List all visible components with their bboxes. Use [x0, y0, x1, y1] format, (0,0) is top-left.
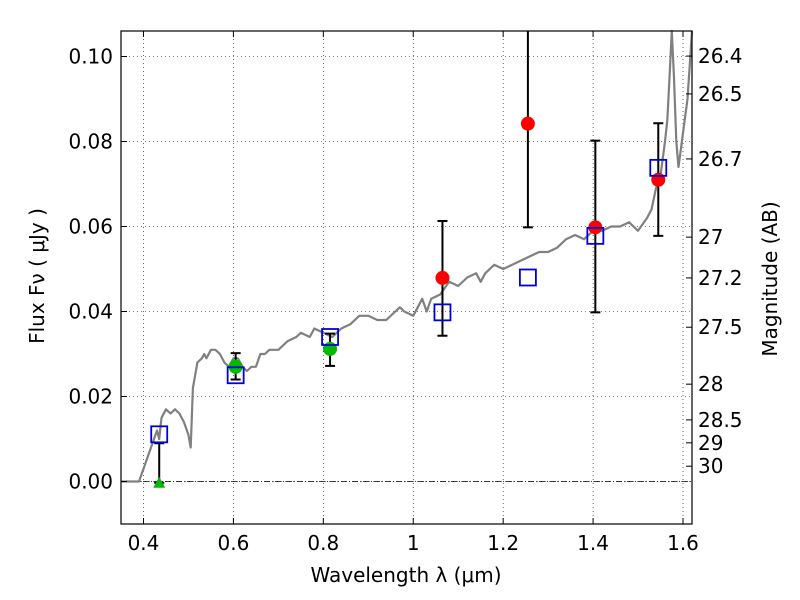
errorbar-layer: [154, 31, 664, 484]
x-tick-label: 0.8: [307, 531, 339, 555]
y-tick-label: 0.06: [68, 215, 113, 239]
marker-layer: [150, 116, 668, 488]
mag-tick-label: 27: [698, 225, 723, 249]
mag-tick-label: 29: [698, 431, 723, 455]
y-tick-label: 0.08: [68, 130, 113, 154]
y2-axis-label: Magnitude (AB): [758, 201, 782, 356]
mag-tick-label: 26.7: [698, 147, 743, 171]
tick-layer: 0.4 0.6 0.8 1 1.2 1.4 1.6 0.00 0.02 0.04 0.06 0.08 0…: [68, 31, 743, 555]
model-photometry-square: [586, 226, 605, 245]
model-photometry-square: [649, 158, 668, 177]
model-spectrum-line: [121, 29, 694, 483]
y-axis-label: Flux Fν ( μJy ): [25, 208, 49, 344]
model-photometry-square: [518, 268, 537, 287]
mag-tick-label: 27.5: [698, 315, 743, 339]
model-photometry-square: [321, 328, 339, 346]
observed-red-point: [520, 116, 535, 131]
mag-tick-label: 30: [698, 454, 723, 478]
mag-tick-label: 26.4: [698, 44, 743, 68]
y-tick-label: 0.00: [68, 470, 113, 494]
mag-tick-label: 28: [698, 372, 723, 396]
plot-frame: [120, 30, 693, 525]
observed-red-point: [651, 172, 666, 187]
model-spectrum-layer: [121, 29, 694, 483]
observed-red-point: [435, 270, 450, 285]
x-tick-label: 1.6: [667, 531, 699, 555]
model-photometry-square: [226, 366, 245, 385]
y-tick-label: 0.10: [68, 45, 113, 69]
y-tick-label: 0.04: [68, 300, 113, 324]
x-tick-label: 0.4: [128, 531, 160, 555]
model-photometry-square: [433, 303, 452, 322]
upper-limit-triangle: [153, 476, 166, 488]
x-tick-label: 0.6: [217, 531, 249, 555]
observed-green-point: [323, 341, 338, 356]
x-tick-label: 1.4: [577, 531, 609, 555]
mag-tick-label: 28.5: [698, 408, 743, 432]
x-axis-label: Wavelength λ (μm): [310, 563, 501, 587]
y-tick-label: 0.02: [68, 385, 113, 409]
x-tick-label: 1: [407, 531, 420, 555]
x-tick-label: 1.2: [487, 531, 519, 555]
mag-tick-label: 26.5: [698, 82, 743, 106]
model-photometry-square: [150, 425, 169, 444]
grid: [121, 31, 692, 524]
mag-tick-label: 27.2: [698, 266, 743, 290]
